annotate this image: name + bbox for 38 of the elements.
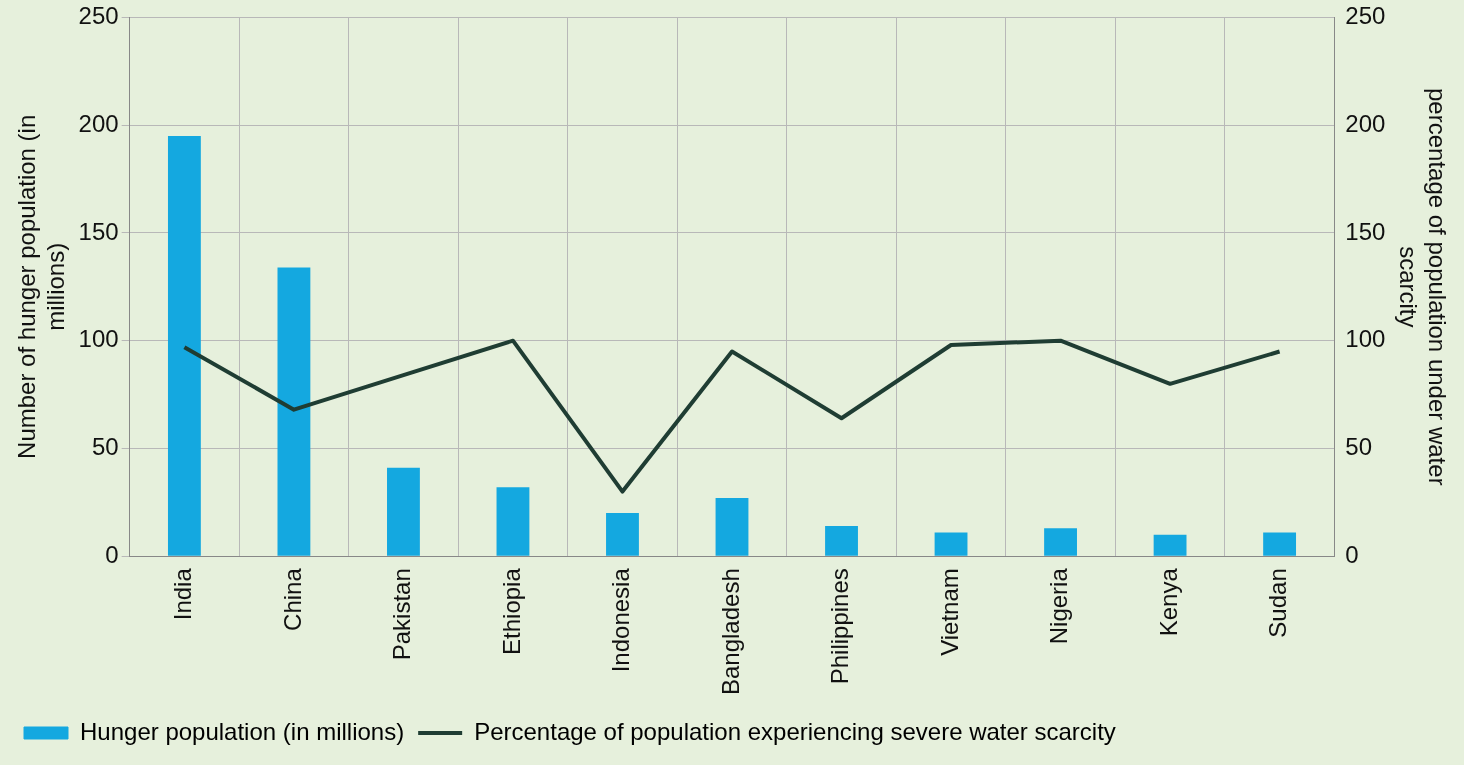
legend-label: Percentage of population experiencing severe water scarcity bbox=[474, 717, 1116, 745]
y2-tick-label: 100 bbox=[1345, 325, 1386, 353]
bar bbox=[1153, 534, 1187, 556]
x-tick-label: Philippines bbox=[826, 568, 854, 685]
legend-label: Hunger population (in millions) bbox=[80, 717, 405, 745]
x-tick-label: Pakistan bbox=[388, 568, 416, 661]
bar bbox=[825, 526, 858, 556]
bar bbox=[496, 487, 530, 556]
x-tick-label: Bangladesh bbox=[716, 568, 744, 696]
x-tick-label: Vietnam bbox=[935, 568, 963, 656]
x-tick-label: India bbox=[169, 567, 197, 621]
x-tick-label: Ethiopia bbox=[497, 567, 525, 655]
bar bbox=[934, 532, 968, 556]
y2-tick-label: 200 bbox=[1345, 109, 1386, 137]
bar bbox=[715, 498, 749, 556]
y2-tick-label: 150 bbox=[1345, 217, 1386, 245]
y-tick-label: 150 bbox=[78, 217, 119, 245]
bar bbox=[1263, 532, 1297, 556]
y-tick-label: 250 bbox=[78, 2, 119, 30]
bar bbox=[606, 513, 639, 556]
bar bbox=[387, 467, 420, 556]
x-tick-label: Kenya bbox=[1154, 567, 1182, 637]
bar bbox=[1044, 528, 1077, 556]
y-tick-label: 0 bbox=[105, 540, 119, 568]
x-tick-label: Nigeria bbox=[1045, 567, 1073, 645]
y2-tick-label: 0 bbox=[1345, 540, 1359, 568]
x-tick-label: China bbox=[278, 567, 306, 631]
y-tick-label: 50 bbox=[91, 433, 119, 461]
x-tick-label: Sudan bbox=[1264, 568, 1292, 638]
y2-tick-label: 250 bbox=[1345, 2, 1386, 30]
x-tick-label: Indonesia bbox=[607, 567, 635, 673]
y-tick-label: 100 bbox=[78, 325, 119, 353]
y-axis-title: Number of hunger population (in millions) bbox=[13, 114, 69, 459]
bar bbox=[167, 135, 201, 556]
y2-axis-title: percentage of population under water scarcity bbox=[1395, 88, 1451, 486]
bar bbox=[277, 267, 311, 556]
y-tick-label: 200 bbox=[78, 109, 119, 137]
y2-tick-label: 50 bbox=[1345, 433, 1373, 461]
